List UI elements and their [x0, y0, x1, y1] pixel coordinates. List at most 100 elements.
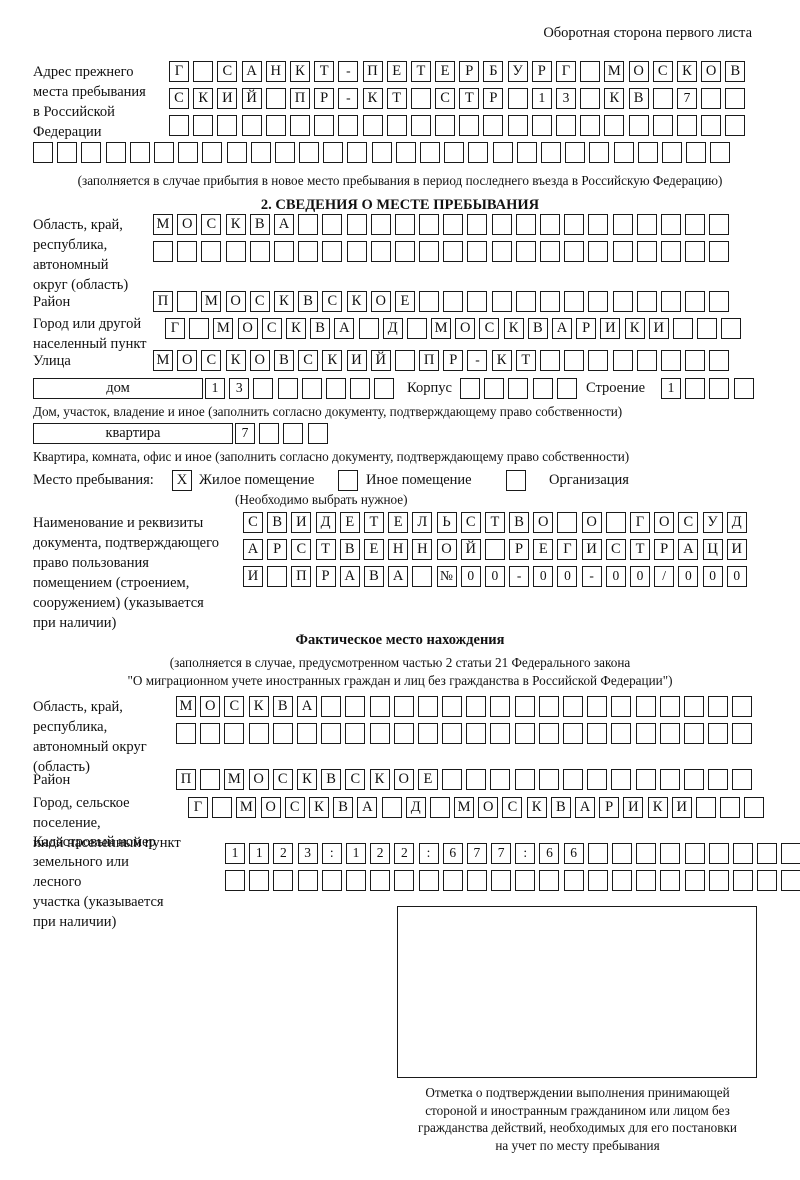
previous-address-r4-cell-22[interactable] [565, 142, 586, 163]
cadastral-r2-cell-15[interactable] [587, 870, 608, 891]
section2-city-cell-20[interactable]: И [648, 318, 669, 339]
stroenie-cells[interactable]: 1 [661, 378, 754, 399]
actual-region-r1-cell-23[interactable] [732, 696, 753, 717]
cadastral-r1-cell-15[interactable] [587, 843, 608, 864]
section2-district-cell-0[interactable]: П [153, 291, 173, 312]
house-number-cell-3[interactable] [277, 378, 298, 399]
actual-district-cell-7[interactable]: С [345, 769, 366, 790]
document-details-r1-cell-5[interactable]: Т [363, 512, 384, 533]
previous-address-r4-cell-9[interactable] [250, 142, 271, 163]
previous-address-r3-cell-10[interactable] [410, 115, 431, 136]
section2-district-cell-11[interactable] [419, 291, 440, 312]
previous-address-r3-cell-0[interactable] [169, 115, 189, 136]
previous-address-r3-cell-20[interactable] [652, 115, 673, 136]
actual-district-cell-17[interactable] [587, 769, 608, 790]
previous-address-r3-cell-17[interactable] [580, 115, 601, 136]
section2-region-r1-cell-10[interactable] [394, 214, 415, 235]
cadastral-r2-cell-9[interactable] [442, 870, 463, 891]
previous-address-r3-cell-15[interactable] [531, 115, 552, 136]
previous-address-r1-cell-1[interactable] [193, 61, 214, 82]
document-details-r2-cell-20[interactable]: И [726, 539, 747, 560]
document-details-r3-cell-6[interactable]: А [388, 566, 409, 587]
actual-region-r2-cell-18[interactable] [611, 723, 632, 744]
actual-region-r1-cell-13[interactable] [490, 696, 511, 717]
section2-region-r2-cell-18[interactable] [588, 241, 609, 262]
section2-district-cell-10[interactable]: Е [394, 291, 415, 312]
section2-street-cell-5[interactable]: В [273, 350, 294, 371]
section2-city-cell-3[interactable]: О [237, 318, 258, 339]
actual-city-cell-18[interactable]: И [623, 797, 644, 818]
previous-address-r3-cell-5[interactable] [289, 115, 310, 136]
document-details-r1-cell-17[interactable]: О [654, 512, 675, 533]
previous-address-r2-cell-5[interactable]: П [289, 88, 310, 109]
stroenie-cell-2[interactable] [709, 378, 730, 399]
actual-region-r1-cell-9[interactable] [393, 696, 414, 717]
previous-address-r4-cell-24[interactable] [613, 142, 634, 163]
section2-region-r1-cell-6[interactable] [298, 214, 319, 235]
actual-region-r2-cell-21[interactable] [683, 723, 704, 744]
actual-region-r2-cell-22[interactable] [708, 723, 729, 744]
section2-region-r2-cell-10[interactable] [394, 241, 415, 262]
previous-address-row-3[interactable] [169, 115, 746, 136]
previous-address-r3-cell-16[interactable] [556, 115, 576, 136]
previous-address-r1-cell-9[interactable]: Е [386, 61, 407, 82]
previous-address-r4-cell-18[interactable] [468, 142, 489, 163]
section2-region-r1-cell-14[interactable] [491, 214, 512, 235]
document-details-r2-cell-12[interactable]: Е [533, 539, 554, 560]
section2-city-cell-18[interactable]: И [600, 318, 621, 339]
section2-street-cell-8[interactable]: И [346, 350, 367, 371]
cadastral-r2-cell-18[interactable] [660, 870, 681, 891]
actual-region-r2-cell-3[interactable] [248, 723, 269, 744]
actual-district-cell-15[interactable] [538, 769, 559, 790]
actual-city-cell-3[interactable]: О [260, 797, 281, 818]
section2-region-r2-cell-23[interactable] [709, 241, 730, 262]
section2-region-r2-cell-9[interactable] [370, 241, 391, 262]
actual-region-r1-cell-3[interactable]: К [248, 696, 269, 717]
cadastral-r1-cell-21[interactable] [732, 843, 753, 864]
korpus-cell-1[interactable] [484, 378, 505, 399]
document-details-r3-cell-0[interactable]: И [243, 566, 263, 587]
document-details-r3-cell-5[interactable]: В [363, 566, 384, 587]
actual-district-cell-20[interactable] [659, 769, 680, 790]
section2-city-cell-16[interactable]: А [552, 318, 572, 339]
previous-address-r3-cell-22[interactable] [701, 115, 722, 136]
actual-district-cell-21[interactable] [683, 769, 704, 790]
section2-district-cell-8[interactable]: К [346, 291, 367, 312]
flat-number-cell-0[interactable]: 7 [235, 423, 255, 444]
actual-city-cell-1[interactable] [212, 797, 233, 818]
document-details-r1-cell-15[interactable] [605, 512, 626, 533]
section2-district-cell-4[interactable]: С [249, 291, 270, 312]
section2-region-r1-cell-16[interactable] [540, 214, 560, 235]
cadastral-r1-cell-18[interactable] [660, 843, 681, 864]
actual-district-cell-23[interactable] [732, 769, 753, 790]
section2-city-cell-19[interactable]: К [624, 318, 645, 339]
document-details-r2-cell-16[interactable]: Т [630, 539, 650, 560]
cadastral-r1-cell-14[interactable]: 6 [563, 843, 584, 864]
document-details-r3-cell-17[interactable]: / [654, 566, 675, 587]
previous-address-r3-cell-1[interactable] [193, 115, 214, 136]
previous-address-r2-cell-11[interactable]: С [435, 88, 456, 109]
previous-address-r1-cell-16[interactable]: Г [556, 61, 576, 82]
document-details-r3-cell-9[interactable]: 0 [460, 566, 481, 587]
actual-district-cell-12[interactable] [466, 769, 487, 790]
section2-region-r2-cell-1[interactable] [177, 241, 198, 262]
previous-address-r3-cell-21[interactable] [676, 115, 697, 136]
cadastral-r1-cell-5[interactable]: 1 [345, 843, 366, 864]
previous-address-r4-cell-11[interactable] [299, 142, 320, 163]
section2-street-cell-16[interactable] [540, 350, 560, 371]
previous-address-r4-cell-8[interactable] [226, 142, 247, 163]
previous-address-r3-cell-7[interactable] [338, 115, 359, 136]
actual-region-r1-cell-0[interactable]: М [176, 696, 196, 717]
actual-district-cell-8[interactable]: К [369, 769, 390, 790]
actual-city-cell-12[interactable]: О [478, 797, 499, 818]
cadastral-r1-cell-19[interactable] [684, 843, 705, 864]
cadastral-r1-cell-20[interactable] [708, 843, 729, 864]
document-details-r3-cell-14[interactable]: - [581, 566, 602, 587]
cadastral-r2-cell-22[interactable] [757, 870, 778, 891]
document-details-r1-cell-10[interactable]: Т [484, 512, 505, 533]
cadastral-r2-cell-14[interactable] [563, 870, 584, 891]
previous-address-r1-cell-5[interactable]: К [289, 61, 310, 82]
actual-district-cell-22[interactable] [708, 769, 729, 790]
section2-district-cell-18[interactable] [588, 291, 609, 312]
previous-address-r1-cell-21[interactable]: К [676, 61, 697, 82]
